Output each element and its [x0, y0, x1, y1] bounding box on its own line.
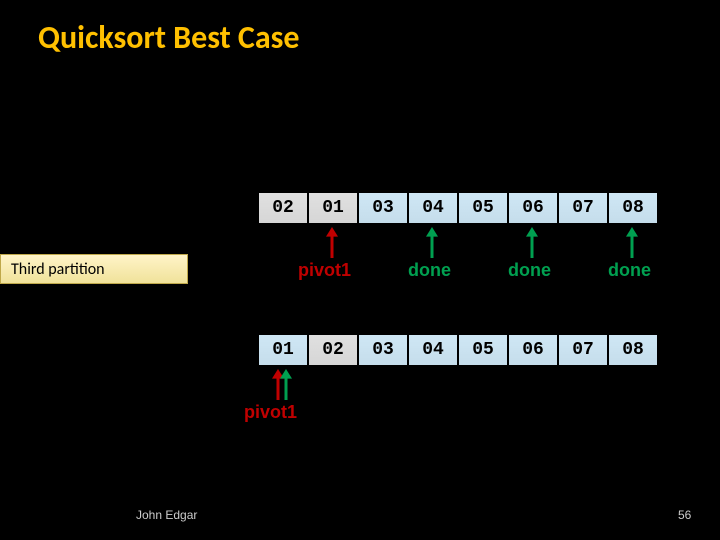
- arrow: [426, 227, 438, 258]
- arrow: [280, 369, 292, 400]
- annotation-label: done: [508, 260, 551, 281]
- annotation-label: pivot1: [244, 402, 297, 423]
- annotation-label: pivot1: [298, 260, 351, 281]
- arrow: [326, 227, 338, 258]
- annotation-label: done: [608, 260, 651, 281]
- arrow: [626, 227, 638, 258]
- footer-author: John Edgar: [136, 508, 197, 522]
- arrow: [526, 227, 538, 258]
- arrow: [272, 369, 284, 400]
- footer-page-number: 56: [678, 508, 691, 522]
- annotation-label: done: [408, 260, 451, 281]
